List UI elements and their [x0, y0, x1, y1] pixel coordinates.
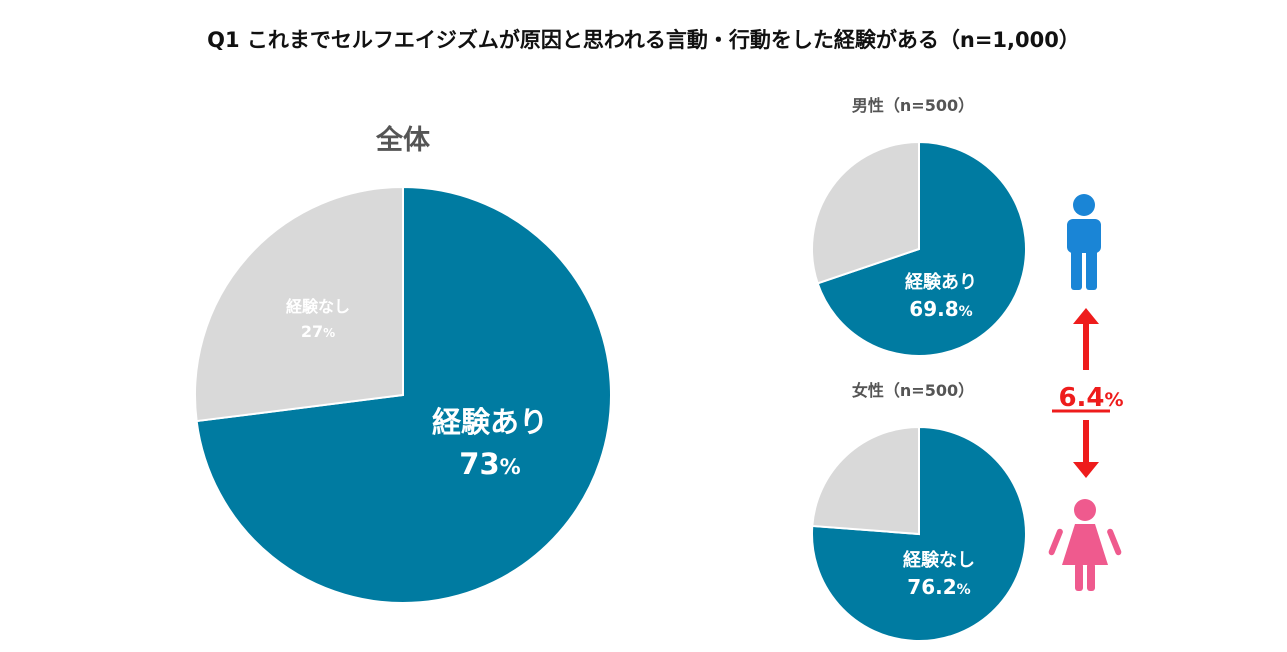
female-slice-0-name: 経験なし — [903, 549, 975, 571]
male-head — [1073, 194, 1095, 216]
overall-slice-0-name: 経験あり — [432, 405, 548, 439]
male-slice-0-value: 69.8% — [909, 297, 972, 321]
female-arm-left — [1048, 528, 1063, 556]
female-leg-left — [1075, 563, 1083, 591]
male-slice-0-name: 経験あり — [905, 271, 977, 293]
female-slice-1 — [811, 425, 920, 536]
down-arrow-icon — [1073, 462, 1099, 478]
male-torso — [1067, 219, 1101, 253]
female-pie-title: 女性（n=500） — [852, 381, 974, 400]
up-arrow-shaft — [1083, 322, 1089, 370]
male-leg-left — [1071, 248, 1082, 290]
male-slice-1 — [811, 140, 920, 285]
female-leg-right — [1087, 563, 1095, 591]
female-slice-0-value: 76.2% — [907, 575, 970, 599]
up-arrow-icon — [1073, 308, 1099, 324]
overall-slice-1 — [194, 185, 404, 423]
overall-slice-0-value: 73% — [459, 447, 520, 481]
female-dress — [1062, 524, 1108, 565]
female-arm-right — [1107, 528, 1122, 556]
overall-slice-1-name: 経験なし — [286, 297, 350, 316]
male-pie-title: 男性（n=500） — [852, 96, 974, 115]
female-slice-0 — [810, 425, 1027, 642]
chart-title: Q1 これまでセルフエイジズムが原因と思われる言動・行動をした経験がある（n=1… — [207, 28, 1080, 52]
female-head — [1074, 499, 1096, 521]
male-slice-0 — [816, 140, 1027, 357]
down-arrow-shaft — [1083, 420, 1089, 464]
overall-slice-1-value: 27% — [301, 322, 335, 341]
male-leg-right — [1086, 248, 1097, 290]
difference-value: 6.4% — [1058, 383, 1123, 413]
overall-pie-title: 全体 — [375, 124, 431, 156]
